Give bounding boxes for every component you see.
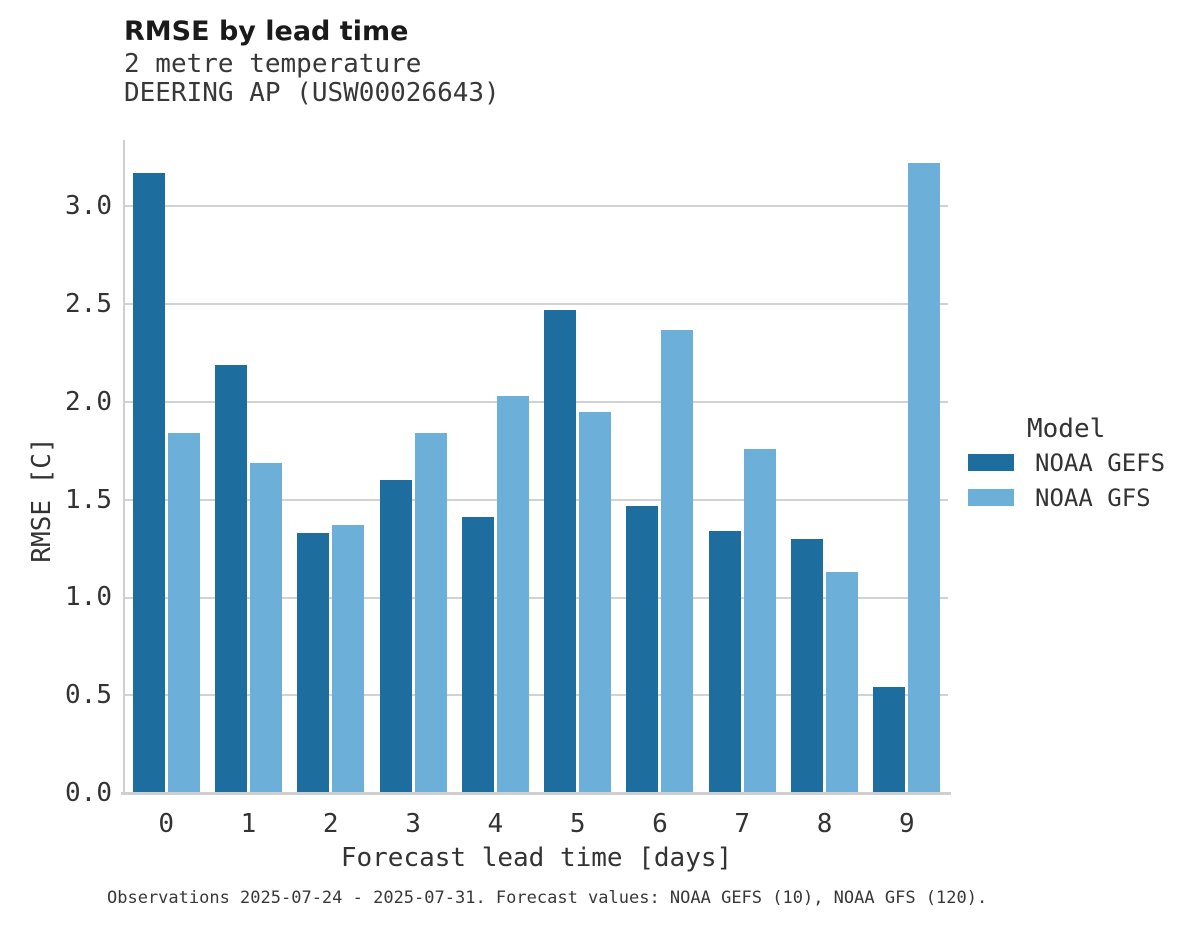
chart-subtitle-line-2: DEERING AP (USW00026643) bbox=[124, 78, 500, 108]
y-tick-label-1.5: 1.5 bbox=[65, 484, 112, 515]
bar-noaa-gefs-lead-0 bbox=[132, 173, 165, 793]
bar-noaa-gefs-lead-6 bbox=[626, 505, 659, 793]
y-tick-label-3.0: 3.0 bbox=[65, 191, 112, 222]
x-tick-label-3: 3 bbox=[405, 809, 421, 839]
legend-item-noaa-gfs: NOAA GFS bbox=[968, 480, 1151, 515]
bar-noaa-gfs-lead-3 bbox=[414, 433, 447, 793]
x-tick-label-4: 4 bbox=[487, 809, 504, 839]
y-tick-label-2.0: 2.0 bbox=[65, 386, 112, 417]
bar-group-lead-8 bbox=[783, 140, 865, 793]
gridline-y-1.5 bbox=[125, 498, 948, 501]
chart-caption: Observations 2025-07-24 - 2025-07-31. Fo… bbox=[107, 888, 988, 908]
y-axis-spine bbox=[123, 140, 125, 793]
y-tick-label-2.5: 2.5 bbox=[65, 289, 112, 320]
bar-noaa-gefs-lead-4 bbox=[461, 517, 494, 793]
legend-title: Model bbox=[1027, 414, 1106, 444]
bar-noaa-gfs-lead-7 bbox=[743, 448, 776, 793]
gridline-y-0.5 bbox=[125, 694, 948, 697]
plot-area bbox=[125, 140, 948, 793]
x-tick-label-9: 9 bbox=[899, 809, 915, 839]
x-tick-label-6: 6 bbox=[652, 809, 668, 839]
chart-subtitle: 2 metre temperature DEERING AP (USW00026… bbox=[124, 50, 500, 108]
y-tick-label-0.0: 0.0 bbox=[65, 778, 112, 808]
bar-noaa-gefs-lead-7 bbox=[708, 531, 741, 793]
bar-noaa-gfs-lead-9 bbox=[908, 163, 941, 793]
x-axis-title: Forecast lead time [days] bbox=[340, 843, 733, 873]
bar-noaa-gfs-lead-4 bbox=[496, 396, 529, 793]
bar-noaa-gefs-lead-2 bbox=[297, 532, 330, 793]
bar-noaa-gefs-lead-3 bbox=[379, 480, 412, 793]
bar-noaa-gfs-lead-2 bbox=[332, 525, 365, 793]
gridline-y-2.5 bbox=[125, 303, 948, 306]
chart-subtitle-line-1: 2 metre temperature bbox=[124, 49, 422, 79]
gridline-y-3.0 bbox=[125, 205, 948, 208]
y-tick-label-0.5: 0.5 bbox=[65, 680, 112, 711]
chart-title: RMSE by lead time bbox=[124, 16, 409, 47]
bar-noaa-gefs-lead-8 bbox=[791, 538, 824, 793]
bar-group-lead-4 bbox=[454, 140, 536, 793]
bar-noaa-gfs-lead-0 bbox=[167, 433, 200, 793]
bar-group-lead-1 bbox=[207, 140, 289, 793]
y-tick-label-1.0: 1.0 bbox=[65, 582, 112, 613]
bar-noaa-gefs-lead-1 bbox=[214, 364, 247, 793]
bar-group-lead-9 bbox=[866, 140, 948, 793]
gridline-y-2.0 bbox=[125, 400, 948, 403]
legend-swatch-noaa-gefs bbox=[968, 454, 1014, 471]
x-tick-label-5: 5 bbox=[569, 809, 586, 839]
x-axis-baseline bbox=[121, 792, 951, 795]
x-tick-label-7: 7 bbox=[734, 809, 751, 839]
legend-label-noaa-gefs: NOAA GEFS bbox=[1035, 448, 1166, 477]
x-tick-label-8: 8 bbox=[816, 809, 833, 839]
legend-item-noaa-gefs: NOAA GEFS bbox=[968, 445, 1165, 480]
legend-swatch-noaa-gfs bbox=[968, 489, 1014, 506]
gridline-y-1.0 bbox=[125, 596, 948, 599]
bar-noaa-gfs-lead-1 bbox=[249, 462, 282, 793]
bar-group-lead-7 bbox=[701, 140, 783, 793]
x-tick-label-1: 1 bbox=[240, 809, 257, 839]
bar-noaa-gefs-lead-5 bbox=[544, 310, 577, 793]
bar-group-lead-0 bbox=[125, 140, 207, 793]
bar-noaa-gfs-lead-6 bbox=[661, 329, 694, 793]
legend-label-noaa-gfs: NOAA GFS bbox=[1035, 483, 1151, 512]
bar-group-lead-6 bbox=[619, 140, 701, 793]
x-tick-label-0: 0 bbox=[158, 809, 174, 839]
bar-group-lead-3 bbox=[372, 140, 454, 793]
bar-noaa-gfs-lead-8 bbox=[826, 572, 859, 793]
bar-noaa-gefs-lead-9 bbox=[873, 687, 906, 793]
bar-group-lead-2 bbox=[290, 140, 372, 793]
bar-noaa-gfs-lead-5 bbox=[579, 411, 612, 793]
x-tick-label-2: 2 bbox=[322, 809, 339, 839]
bar-group-lead-5 bbox=[537, 140, 619, 793]
